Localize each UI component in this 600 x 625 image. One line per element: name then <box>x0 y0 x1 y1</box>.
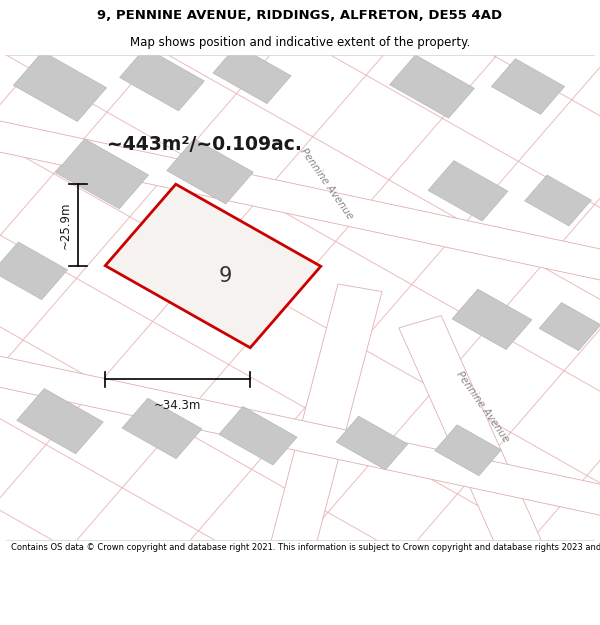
Polygon shape <box>0 116 600 286</box>
Polygon shape <box>122 398 202 459</box>
Text: Pennine Avenue: Pennine Avenue <box>455 369 511 444</box>
Polygon shape <box>266 284 382 568</box>
Polygon shape <box>13 51 107 121</box>
Polygon shape <box>336 416 408 470</box>
Polygon shape <box>428 161 508 221</box>
Polygon shape <box>55 139 149 209</box>
Polygon shape <box>167 139 253 204</box>
Polygon shape <box>524 175 592 226</box>
Text: ~34.3m: ~34.3m <box>154 399 202 412</box>
Polygon shape <box>0 242 67 299</box>
Polygon shape <box>399 316 549 571</box>
Polygon shape <box>434 425 502 476</box>
Text: Map shows position and indicative extent of the property.: Map shows position and indicative extent… <box>130 36 470 49</box>
Polygon shape <box>389 55 475 118</box>
Polygon shape <box>105 184 321 348</box>
Polygon shape <box>452 289 532 349</box>
Polygon shape <box>219 406 297 465</box>
Text: ~443m²/~0.109ac.: ~443m²/~0.109ac. <box>107 135 301 154</box>
Polygon shape <box>539 302 600 351</box>
Text: 9: 9 <box>218 266 232 286</box>
Polygon shape <box>119 48 205 111</box>
Text: Contains OS data © Crown copyright and database right 2021. This information is : Contains OS data © Crown copyright and d… <box>11 543 600 552</box>
Polygon shape <box>17 389 103 454</box>
Text: ~25.9m: ~25.9m <box>59 201 71 249</box>
Text: Pennine Avenue: Pennine Avenue <box>299 146 355 221</box>
Polygon shape <box>213 45 291 104</box>
Polygon shape <box>0 351 600 521</box>
Text: 9, PENNINE AVENUE, RIDDINGS, ALFRETON, DE55 4AD: 9, PENNINE AVENUE, RIDDINGS, ALFRETON, D… <box>97 9 503 22</box>
Polygon shape <box>491 59 565 114</box>
